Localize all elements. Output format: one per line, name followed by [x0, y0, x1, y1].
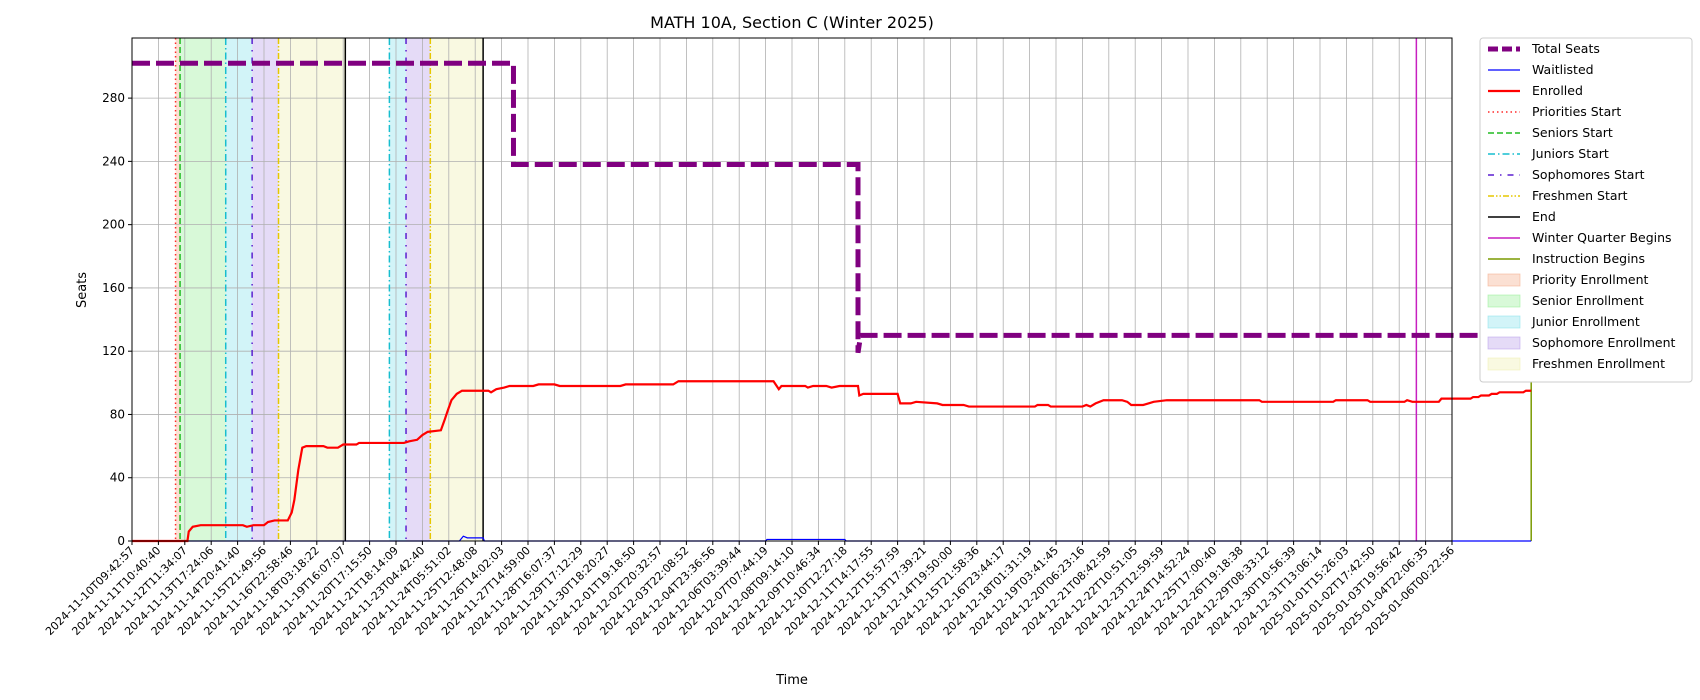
band-freshmen-enrollment-0: [278, 38, 346, 541]
legend-label-end: End: [1532, 209, 1556, 224]
legend-label-seniors-start: Seniors Start: [1532, 125, 1613, 140]
legend-swatch-sophomore-enrollment: [1487, 336, 1521, 350]
legend-label-sophomores-start: Sophomores Start: [1532, 167, 1645, 182]
y-axis-ticks: 0 40 80 120 160 200 240 280: [102, 91, 132, 548]
legend-swatch-junior-enrollment: [1487, 315, 1521, 329]
legend-label-winter-quarter-begins: Winter Quarter Begins: [1532, 230, 1672, 245]
y-tick-label-0: 0: [117, 534, 125, 548]
legend-swatch-freshmen-enrollment: [1487, 357, 1521, 371]
y-tick-label-4: 160: [102, 281, 125, 295]
y-tick-label-6: 240: [102, 154, 125, 168]
band-junior-enrollment-1: [389, 38, 407, 541]
legend-label-waitlisted: Waitlisted: [1532, 62, 1594, 77]
y-tick-label-5: 200: [102, 218, 125, 232]
band-senior-enrollment-0: [180, 38, 226, 541]
legend-swatch-priority-enrollment: [1487, 273, 1521, 287]
legend-label-freshmen-enrollment: Freshmen Enrollment: [1532, 356, 1665, 371]
legend: Total Seats Waitlisted Enrolled Priorities …: [1479, 37, 1693, 383]
band-junior-enrollment-0: [225, 38, 253, 541]
legend-box: [1479, 37, 1693, 383]
legend-label-enrolled: Enrolled: [1532, 83, 1583, 98]
series-enrolled: [132, 380, 1532, 543]
legend-swatch-senior-enrollment: [1487, 294, 1521, 308]
x-axis-label: Time: [775, 673, 808, 688]
chart-title: MATH 10A, Section C (Winter 2025): [650, 13, 934, 32]
legend-label-freshmen-start: Freshmen Start: [1532, 188, 1628, 203]
band-sophomore-enrollment-0: [252, 38, 279, 541]
y-tick-label-3: 120: [102, 344, 125, 358]
legend-label-senior-enrollment: Senior Enrollment: [1532, 293, 1644, 308]
band-freshmen-enrollment-1: [430, 38, 484, 541]
y-tick-label-7: 280: [102, 91, 125, 105]
x-axis-ticks: 2024-11-10T09:42:572024-11-11T10:40:4020…: [43, 541, 1457, 638]
y-axis-label: Seats: [75, 272, 90, 308]
series-total-seats: [132, 60, 1532, 354]
legend-label-sophomore-enrollment: Sophomore Enrollment: [1532, 335, 1676, 350]
band-sophomore-enrollment-1: [406, 38, 431, 541]
legend-label-total-seats: Total Seats: [1531, 41, 1600, 56]
legend-label-priorities-start: Priorities Start: [1532, 104, 1621, 119]
grid-lines: [131, 38, 1453, 542]
band-priority-enrollment-0: [175, 38, 181, 541]
enrollment-bands: [175, 38, 484, 541]
legend-label-junior-enrollment: Junior Enrollment: [1531, 314, 1640, 329]
legend-label-instruction-begins: Instruction Begins: [1532, 251, 1645, 266]
event-lines: [174, 38, 1532, 541]
legend-label-priority-enrollment: Priority Enrollment: [1532, 272, 1649, 287]
y-tick-label-2: 80: [110, 407, 125, 421]
legend-label-juniors-start: Juniors Start: [1531, 146, 1609, 161]
y-tick-label-1: 40: [110, 471, 125, 485]
